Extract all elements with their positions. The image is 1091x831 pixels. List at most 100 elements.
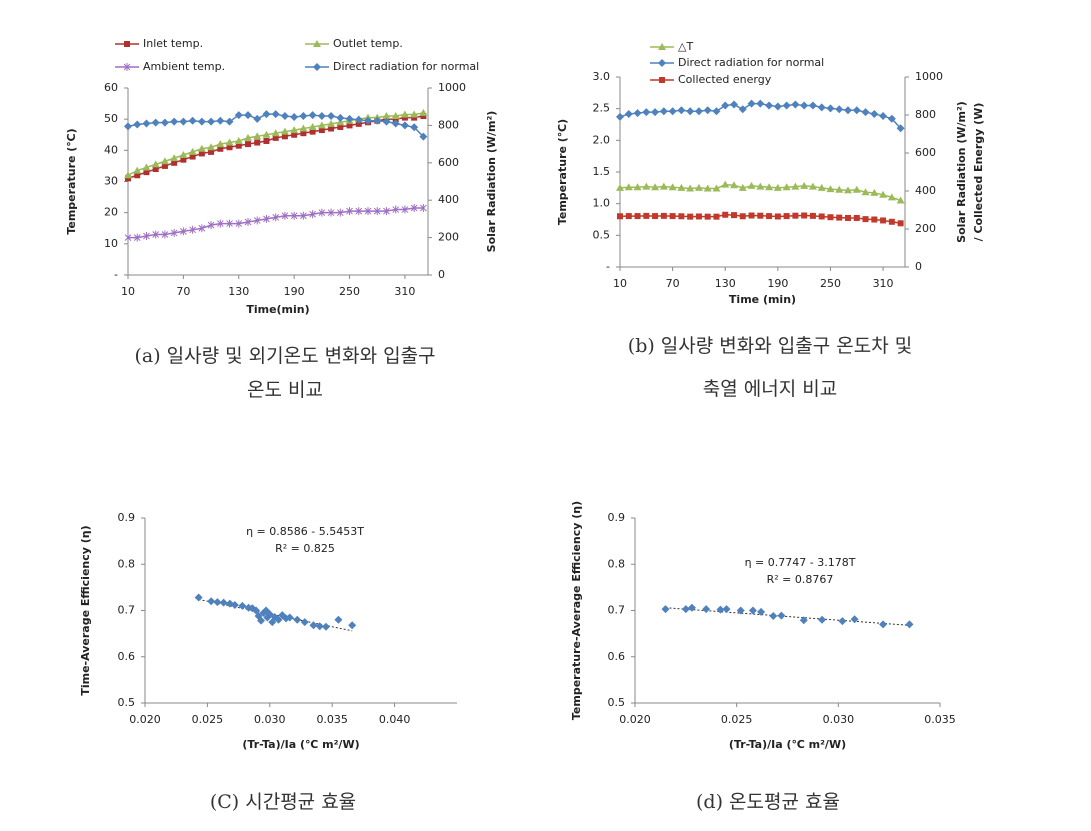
marker <box>327 119 336 127</box>
marker <box>703 184 712 192</box>
marker <box>702 605 711 614</box>
marker <box>738 183 747 191</box>
marker <box>226 144 233 151</box>
y-tick-label: 0.6 <box>608 650 626 663</box>
series-line <box>127 115 424 180</box>
marker <box>410 110 419 118</box>
y2-tick-label: 1000 <box>915 70 943 83</box>
marker <box>189 153 196 160</box>
marker <box>800 181 809 189</box>
marker <box>677 106 686 115</box>
marker <box>285 613 294 622</box>
marker <box>686 107 695 116</box>
marker <box>897 220 904 227</box>
trendline <box>665 607 910 626</box>
marker <box>230 600 239 609</box>
legend-label: Ambient temp. <box>143 60 225 73</box>
marker <box>757 212 764 219</box>
marker <box>308 111 317 120</box>
marker <box>143 232 150 241</box>
marker <box>624 110 633 119</box>
marker <box>327 112 336 121</box>
y-tick-label: 1.0 <box>593 197 611 210</box>
marker <box>321 622 330 631</box>
marker <box>198 150 205 157</box>
marker <box>290 211 298 220</box>
marker <box>364 207 372 216</box>
marker <box>170 228 178 237</box>
marker <box>263 137 270 144</box>
marker <box>245 141 251 148</box>
marker <box>818 615 827 624</box>
annotation: R² = 0.825 <box>275 542 335 555</box>
y-axis-title: Temperature (℃) <box>65 128 78 234</box>
marker <box>161 162 168 169</box>
marker <box>244 133 252 141</box>
y-tick-label: 2.5 <box>593 102 611 115</box>
marker <box>382 112 391 120</box>
marker <box>313 40 321 47</box>
x-axis-title: (Tr-Ta)/Ia (℃ m²/W) <box>729 738 846 751</box>
marker <box>308 122 317 130</box>
legend-label: Inlet temp. <box>143 37 203 50</box>
marker <box>346 207 353 216</box>
marker <box>198 224 206 233</box>
marker <box>879 111 888 120</box>
caption: (b) 일사량 변화와 입출구 온도차 및 <box>628 335 912 357</box>
y-tick-label: 10 <box>104 237 118 250</box>
marker <box>300 130 307 137</box>
marker <box>681 605 690 614</box>
x-tick-label: 0.035 <box>316 713 348 726</box>
marker <box>253 114 262 123</box>
marker <box>411 114 418 121</box>
marker <box>800 101 809 110</box>
legend-label: Direct radiation for normal <box>678 56 824 69</box>
marker <box>905 620 914 629</box>
marker <box>293 615 302 624</box>
marker <box>234 111 243 120</box>
marker <box>861 188 870 196</box>
marker <box>213 598 222 607</box>
marker <box>337 123 344 130</box>
marker <box>315 622 324 631</box>
marker <box>208 148 215 155</box>
marker <box>272 134 279 141</box>
marker <box>400 121 409 130</box>
marker <box>391 119 400 128</box>
marker <box>871 216 878 223</box>
marker <box>668 183 677 191</box>
marker <box>234 136 243 144</box>
marker <box>217 145 224 152</box>
y2-axis-title: Solar Radiation (W/m²) <box>955 101 968 243</box>
marker <box>633 183 642 191</box>
marker <box>207 143 216 151</box>
y-tick-label: 2.0 <box>593 133 611 146</box>
marker <box>225 117 234 126</box>
marker <box>852 185 861 193</box>
marker <box>334 615 343 624</box>
marker <box>253 216 261 225</box>
y-tick-label: 0.7 <box>608 604 626 617</box>
marker <box>272 213 280 222</box>
y2-tick-label: 0 <box>438 268 445 281</box>
marker <box>392 205 400 214</box>
marker <box>739 213 746 220</box>
marker <box>216 140 225 148</box>
y-tick-label: 0.8 <box>118 557 136 570</box>
marker <box>809 212 816 219</box>
marker <box>309 210 316 219</box>
y-tick-label: 50 <box>104 112 118 125</box>
marker <box>658 43 666 50</box>
marker <box>280 112 289 121</box>
marker <box>170 154 179 162</box>
marker <box>659 182 668 190</box>
marker <box>171 159 178 166</box>
marker <box>252 606 261 615</box>
marker <box>694 107 703 116</box>
marker <box>783 213 790 220</box>
y-tick-label: - <box>606 260 610 273</box>
marker <box>281 133 288 140</box>
marker <box>838 617 847 626</box>
marker <box>299 124 308 132</box>
